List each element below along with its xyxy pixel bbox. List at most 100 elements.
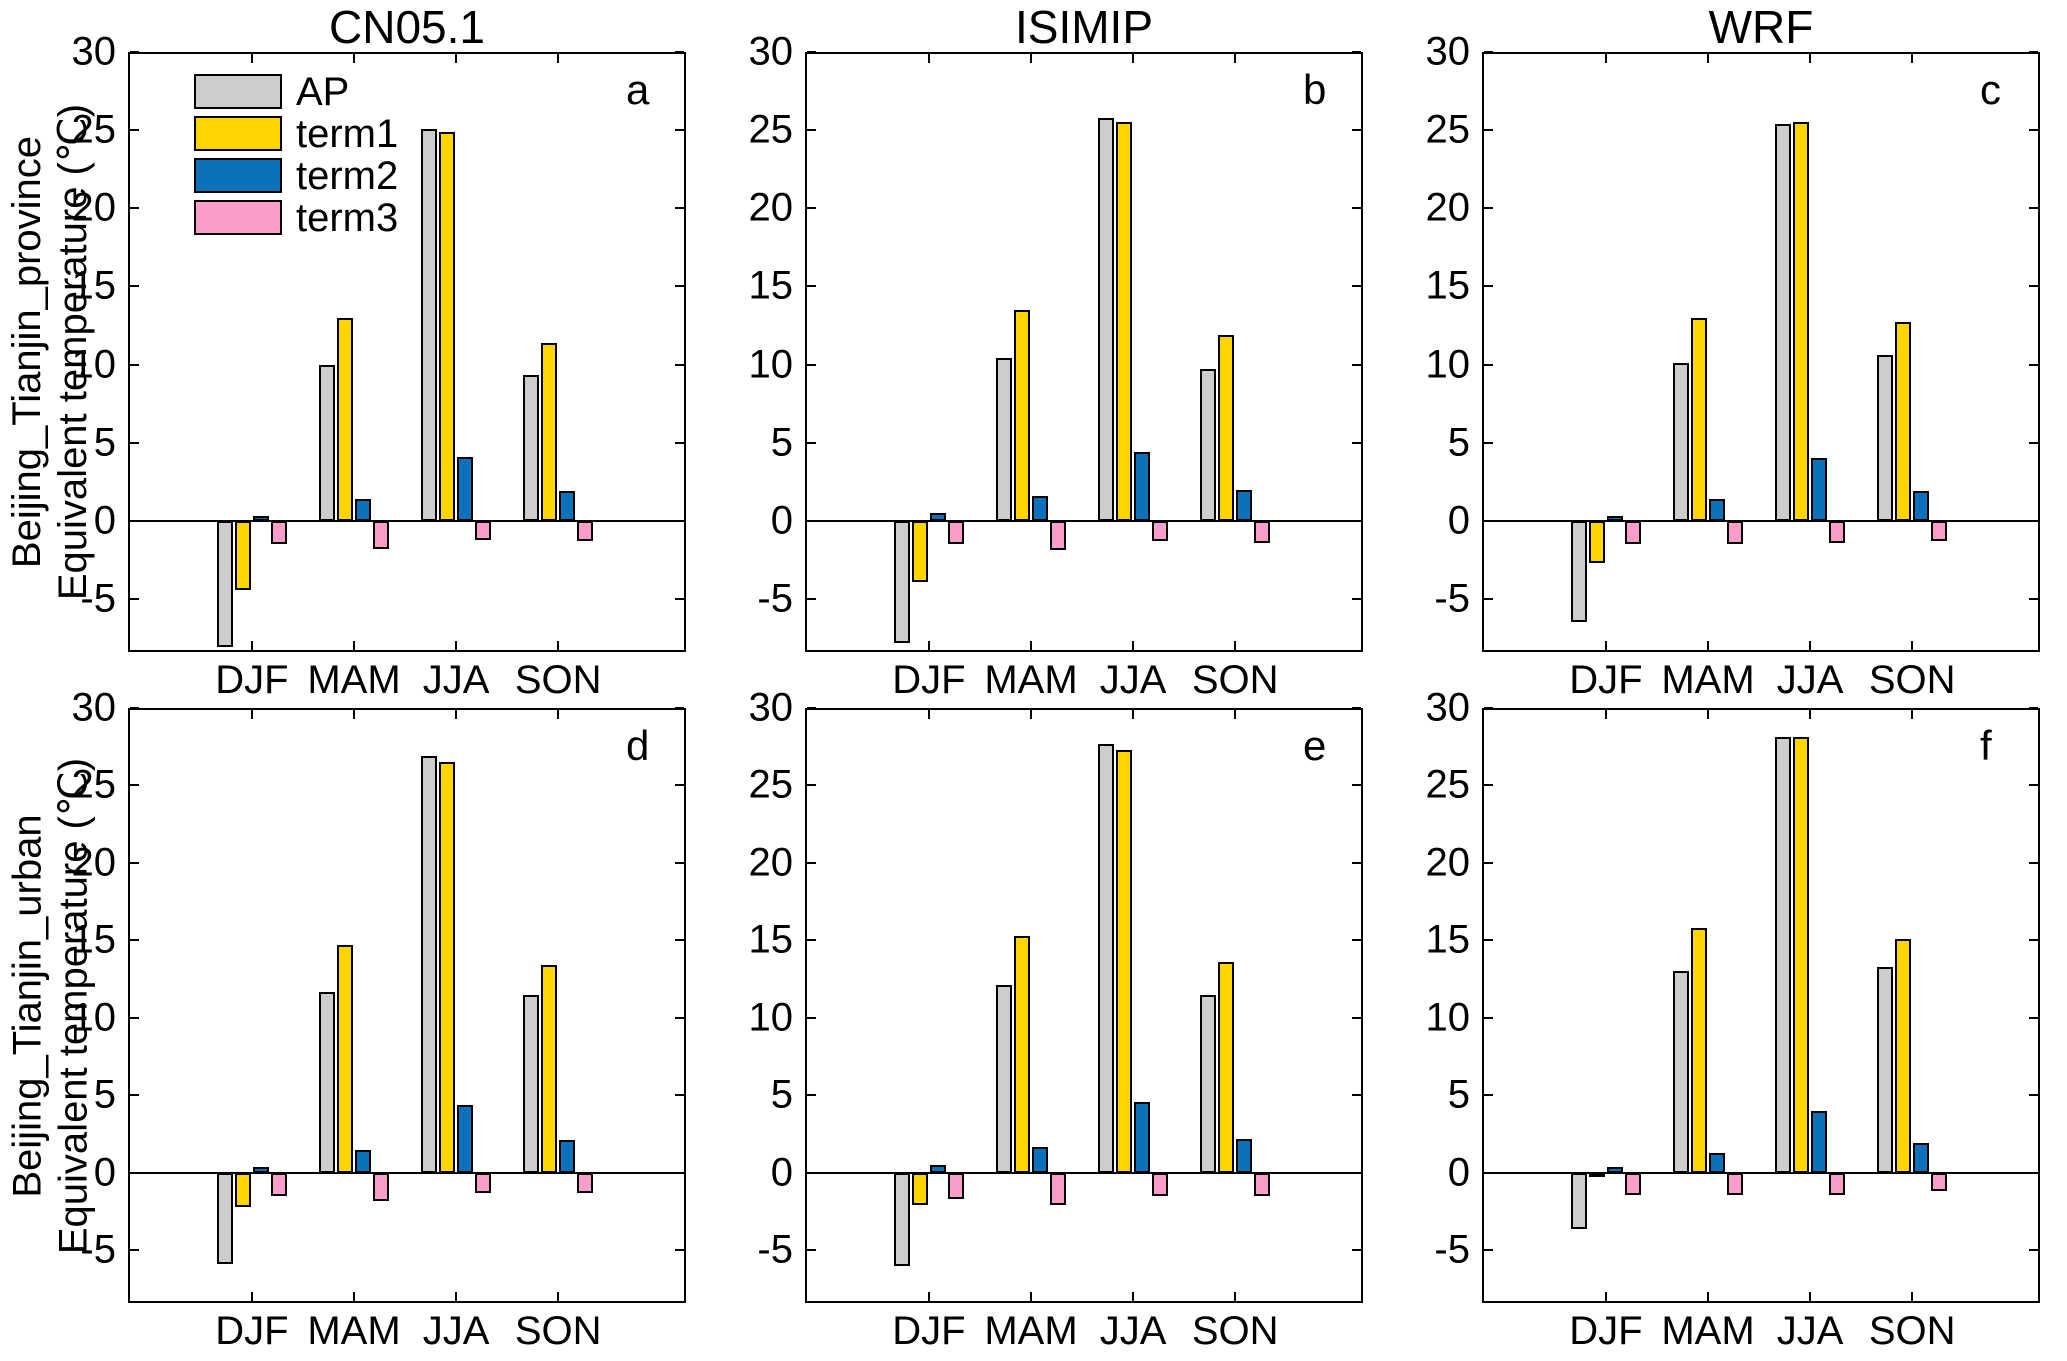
y-tick-label: 5 <box>1447 1072 1470 1117</box>
y-tick-left <box>1484 707 1493 709</box>
bar-term3-jja <box>475 1172 492 1193</box>
legend-label-term2: term2 <box>296 154 399 198</box>
panel-letter-c: c <box>1980 66 2001 113</box>
bar-ap-djf <box>216 520 233 648</box>
x-category-label: MAM <box>984 658 1078 702</box>
panel-e-plotbox <box>805 708 1363 1303</box>
bar-ap-jja <box>421 128 438 521</box>
x-tick-top <box>1706 710 1709 719</box>
y-tick-left <box>130 207 139 210</box>
bar-term1-jja <box>1116 122 1133 521</box>
y-tick-label: -5 <box>757 576 793 621</box>
y-tick-right <box>2029 519 2038 522</box>
y-tick-label: 30 <box>1425 685 1471 730</box>
bar-term3-son <box>577 1172 594 1193</box>
y-tick-left <box>807 1094 816 1097</box>
y-tick-label: 20 <box>71 185 117 230</box>
y-tick-right <box>2029 285 2038 288</box>
x-category-label: MAM <box>1661 658 1755 702</box>
bar-ap-jja <box>1775 737 1792 1173</box>
bar-term1-djf <box>234 1172 251 1207</box>
bar-term2-djf <box>929 512 946 521</box>
x-tick-top <box>455 54 458 63</box>
y-tick-right <box>1352 1016 1361 1019</box>
y-tick-right <box>1352 129 1361 132</box>
x-category-label: JJA <box>1099 1309 1167 1353</box>
y-tick-left <box>807 129 816 132</box>
legend-item-ap: AP <box>194 70 494 114</box>
x-category-label: SON <box>1868 658 1956 702</box>
y-tick-left <box>807 441 816 444</box>
panel-letter-e: e <box>1303 722 1327 769</box>
y-tick-left <box>130 363 139 366</box>
bar-term1-mam <box>1013 309 1030 521</box>
y-tick-right <box>1352 597 1361 600</box>
y-tick-label: 10 <box>748 995 794 1040</box>
bar-term1-mam <box>1690 928 1707 1173</box>
bar-term1-son <box>541 342 558 521</box>
y-tick-left <box>1484 939 1493 942</box>
y-tick-right <box>1352 207 1361 210</box>
y-tick-left <box>807 597 816 600</box>
x-category-label: JJA <box>422 1309 490 1353</box>
bar-term1-mam <box>336 945 353 1173</box>
y-tick-label: 20 <box>748 185 794 230</box>
y-tick-right <box>675 1249 684 1252</box>
bar-term1-son <box>541 965 558 1173</box>
bar-term3-mam <box>1726 1172 1743 1195</box>
y-tick-label: 5 <box>770 420 793 465</box>
bar-term1-jja <box>439 131 456 521</box>
x-tick-bottom <box>1234 641 1237 650</box>
x-category-label: DJF <box>892 658 966 702</box>
x-tick-top <box>927 710 930 719</box>
bar-ap-son <box>523 375 540 521</box>
y-tick-label: 0 <box>770 1150 793 1195</box>
bar-term2-djf <box>252 1166 269 1173</box>
bar-term1-jja <box>439 762 456 1173</box>
x-tick-top <box>1132 710 1135 719</box>
legend-item-term1: term1 <box>194 112 494 156</box>
y-tick-left <box>1484 207 1493 210</box>
bar-term1-djf <box>234 520 251 590</box>
y-tick-label: 30 <box>71 685 117 730</box>
y-tick-left <box>130 784 139 787</box>
y-tick-left <box>130 1094 139 1097</box>
bar-term3-djf <box>947 1172 964 1200</box>
bar-term1-mam <box>1690 317 1707 521</box>
bar-ap-mam <box>995 358 1012 521</box>
bar-ap-djf <box>893 520 910 643</box>
bar-term2-mam <box>354 498 371 521</box>
y-tick-right <box>2029 51 2038 53</box>
y-tick-label: 0 <box>1447 498 1470 543</box>
x-tick-top <box>1706 54 1709 63</box>
bar-term1-djf <box>1588 1172 1605 1177</box>
bar-term2-jja <box>457 1104 474 1173</box>
x-tick-bottom <box>557 641 560 650</box>
x-tick-bottom <box>1706 1292 1709 1301</box>
x-tick-bottom <box>352 641 355 650</box>
y-tick-left <box>807 939 816 942</box>
y-tick-left <box>130 861 139 864</box>
x-tick-top <box>1809 54 1812 63</box>
y-tick-label: 20 <box>71 840 117 885</box>
panel-d-plotbox <box>128 708 686 1303</box>
bar-term2-djf <box>929 1165 946 1173</box>
x-tick-bottom <box>1911 641 1914 650</box>
y-tick-label: -5 <box>1434 1227 1470 1272</box>
y-tick-right <box>675 707 684 709</box>
y-tick-left <box>807 707 816 709</box>
bar-term3-mam <box>1049 520 1066 551</box>
y-tick-label: 5 <box>93 1072 116 1117</box>
x-tick-top <box>1604 710 1607 719</box>
bar-term1-jja <box>1793 737 1810 1173</box>
x-category-label: JJA <box>422 658 490 702</box>
bar-term3-mam <box>372 1172 389 1201</box>
bar-term2-son <box>1913 491 1930 521</box>
y-tick-label: 20 <box>748 840 794 885</box>
x-tick-bottom <box>1604 641 1607 650</box>
bar-ap-djf <box>216 1172 233 1265</box>
bar-term1-djf <box>1588 520 1605 563</box>
x-tick-bottom <box>927 1292 930 1301</box>
y-tick-label: 25 <box>71 762 117 807</box>
